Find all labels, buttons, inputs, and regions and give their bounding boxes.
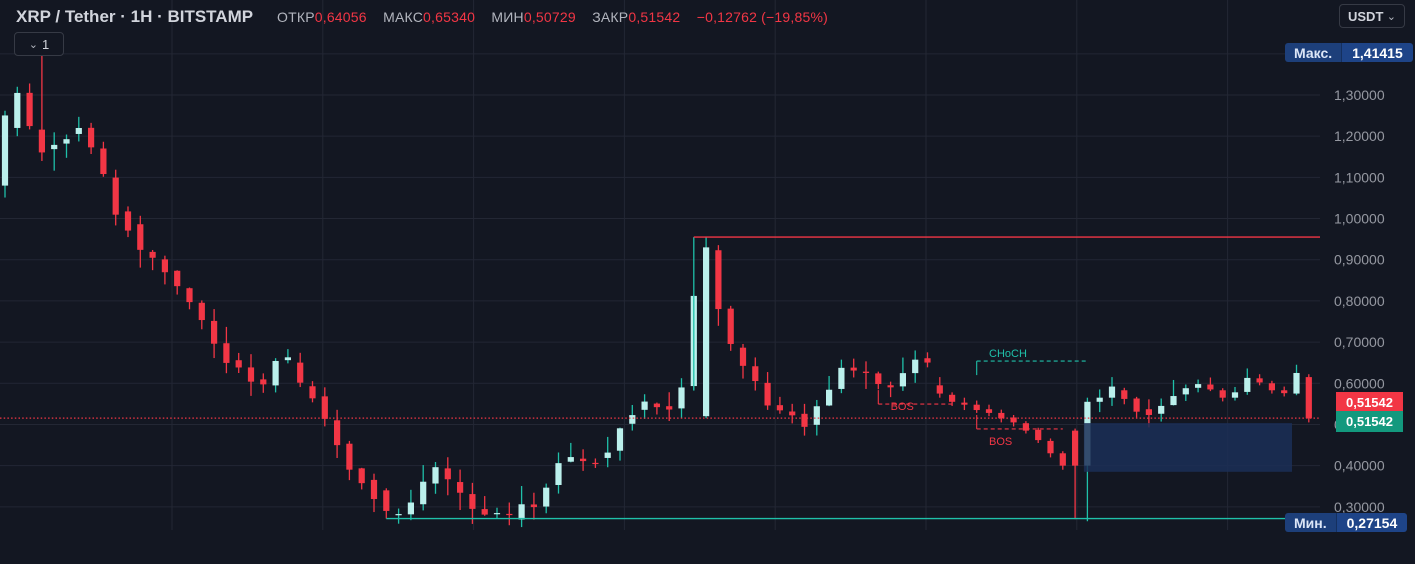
svg-text:0,40000: 0,40000 [1334, 458, 1385, 474]
svg-text:1,30000: 1,30000 [1334, 87, 1385, 103]
svg-text:0,80000: 0,80000 [1334, 293, 1385, 309]
svg-text:1,00000: 1,00000 [1334, 211, 1385, 227]
svg-text:BOS: BOS [891, 401, 914, 413]
svg-text:0,70000: 0,70000 [1334, 334, 1385, 350]
svg-text:1,20000: 1,20000 [1334, 128, 1385, 144]
svg-text:1,10000: 1,10000 [1334, 169, 1385, 185]
svg-text:0,90000: 0,90000 [1334, 252, 1385, 268]
svg-text:BOS: BOS [989, 436, 1012, 448]
svg-text:CHoCH: CHoCH [989, 348, 1027, 360]
svg-text:0,60000: 0,60000 [1334, 375, 1385, 391]
